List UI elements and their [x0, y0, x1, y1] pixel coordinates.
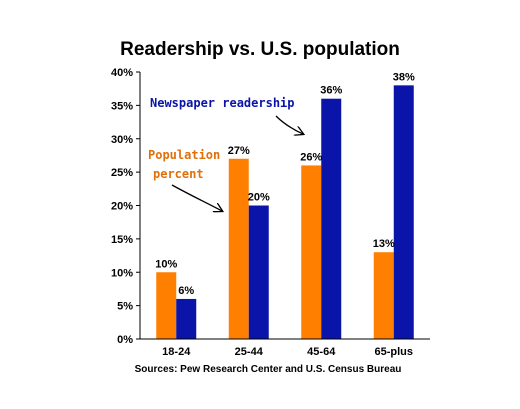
y-tick-label: 0%: [117, 334, 133, 346]
bar-population-25-44: [228, 158, 249, 339]
bar-readership-45-64: [321, 98, 342, 339]
bar-population-18-24: [156, 272, 177, 339]
bar-readership-65-plus: [393, 85, 414, 339]
data-label-readership-18-24: 6%: [178, 285, 194, 297]
bar-readership-18-24: [176, 298, 197, 339]
x-tick-label: 25-44: [235, 346, 264, 358]
x-axis-ticks: 18-24 25-44 45-64 65-plus: [162, 346, 413, 358]
y-tick-label: 35%: [111, 100, 133, 112]
x-tick-label: 65-plus: [374, 346, 413, 358]
y-tick-label: 30%: [111, 134, 133, 146]
y-tick-label: 25%: [111, 167, 133, 179]
data-label-population-18-24: 10%: [155, 258, 177, 270]
bars: [156, 85, 414, 339]
data-label-population-25-44: 27%: [228, 145, 250, 157]
annotation-population: Population percent: [148, 148, 222, 211]
data-label-readership-25-44: 20%: [248, 192, 270, 204]
y-tick-label: 15%: [111, 234, 133, 246]
y-tick-label: 5%: [117, 301, 133, 313]
bar-population-45-64: [301, 165, 322, 339]
annotation-population-arrow: [171, 184, 222, 211]
y-axis-ticks: 0% 5% 10% 15% 20% 25% 30% 35% 40%: [111, 67, 140, 346]
bar-population-65-plus: [373, 252, 394, 339]
y-tick-label: 10%: [111, 267, 133, 279]
source-note: Sources: Pew Research Center and U.S. Ce…: [135, 364, 402, 375]
x-tick-label: 45-64: [307, 346, 336, 358]
annotation-population-line1: Population: [148, 148, 220, 162]
annotation-population-line2: percent: [153, 167, 204, 181]
data-labels: 10% 6% 27% 20% 26% 36% 13% 38%: [155, 71, 415, 297]
bar-readership-25-44: [248, 205, 269, 339]
chart-title: Readership vs. U.S. population: [120, 39, 400, 60]
y-tick-label: 40%: [111, 67, 133, 79]
annotation-readership: Newspaper readership: [150, 96, 303, 134]
annotation-readership-text: Newspaper readership: [150, 96, 295, 110]
x-tick-label: 18-24: [162, 346, 191, 358]
y-tick-label: 20%: [111, 201, 133, 213]
data-label-readership-45-64: 36%: [320, 85, 342, 97]
data-label-population-65-plus: 13%: [373, 238, 395, 250]
data-label-readership-65-plus: 38%: [393, 71, 415, 83]
annotation-readership-arrow: [275, 115, 303, 134]
data-label-population-45-64: 26%: [300, 151, 322, 163]
